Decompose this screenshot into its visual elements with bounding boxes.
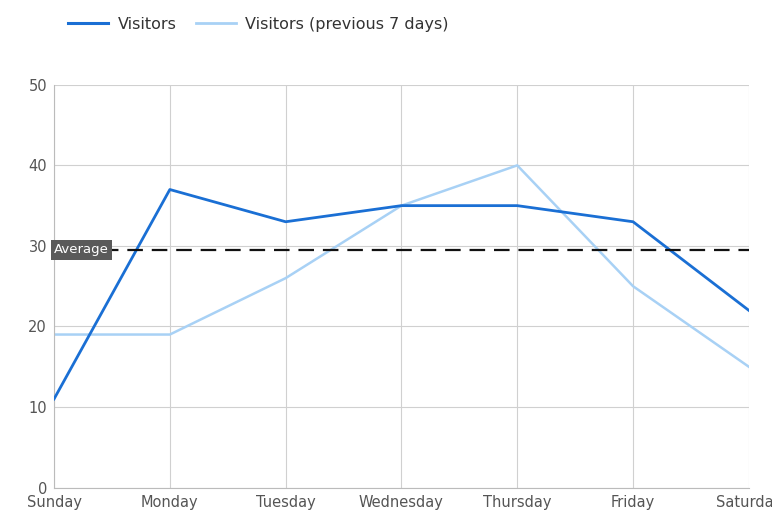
Text: Average: Average xyxy=(54,243,109,257)
Legend: Visitors, Visitors (previous 7 days): Visitors, Visitors (previous 7 days) xyxy=(62,11,455,38)
